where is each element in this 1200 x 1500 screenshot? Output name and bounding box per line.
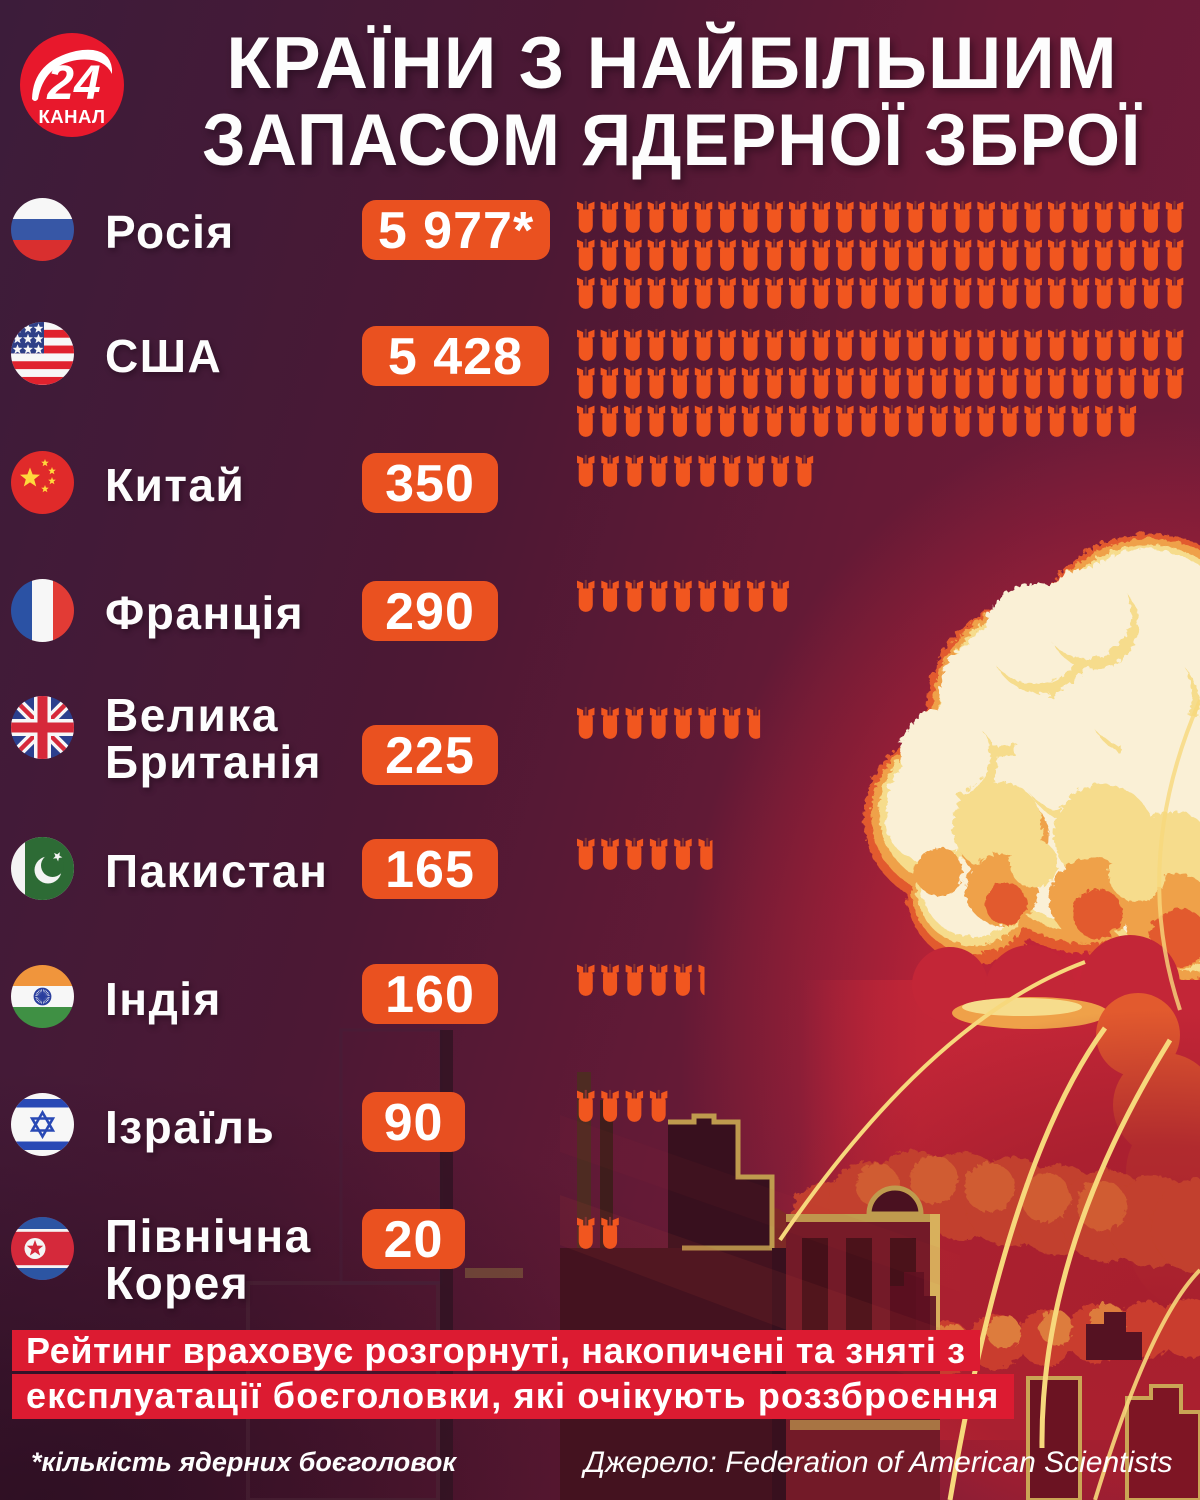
svg-text:КАНАЛ: КАНАЛ	[38, 106, 105, 127]
svg-text:24: 24	[46, 57, 100, 110]
